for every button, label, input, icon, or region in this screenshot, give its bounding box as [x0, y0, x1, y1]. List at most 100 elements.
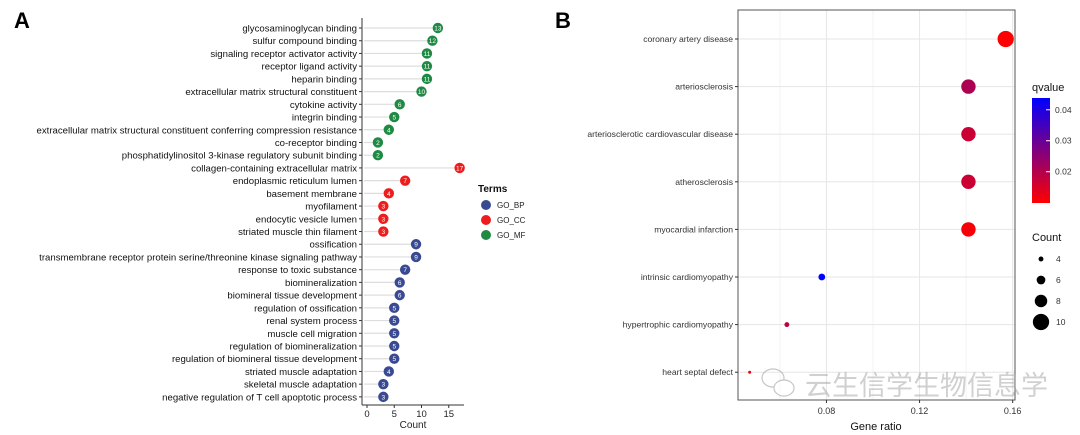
panel-a-label: A [14, 8, 30, 33]
term-label: phosphatidylinositol 3-kinase regulatory… [122, 151, 357, 162]
count-label: 13 [434, 26, 442, 33]
size-legend-key [1036, 275, 1046, 285]
panel-b-label: B [555, 8, 571, 33]
count-label: 3 [382, 204, 386, 211]
term-label: endocytic vesicle lumen [256, 214, 357, 225]
count-label: 6 [398, 293, 402, 300]
count-label: 5 [392, 331, 396, 338]
lollipop-dot [394, 99, 405, 110]
term-label: regulation of biomineral tissue developm… [172, 354, 357, 365]
x-tick-label: 15 [443, 409, 454, 420]
x-axis-title: Gene ratio [850, 421, 901, 433]
term-label: biomineralization [285, 278, 357, 289]
lollipop-dot [394, 289, 405, 301]
plot-background [738, 10, 1015, 400]
count-label: 3 [382, 382, 386, 389]
term-label: response to toxic substance [238, 265, 357, 276]
term-label: heart septal defect [662, 367, 733, 377]
lollipop-dot [389, 111, 400, 123]
term-label: myocardial infarction [654, 224, 733, 234]
lollipop-dot [383, 366, 394, 377]
count-label: 9 [414, 242, 418, 249]
count-label: 5 [392, 344, 396, 351]
lollipop-dot [399, 264, 411, 275]
term-label: ossification [310, 240, 357, 251]
x-tick-label: 0.16 [1004, 406, 1022, 416]
color-bar-tick-label: 0.02 [1055, 167, 1072, 177]
wechat-icon [761, 368, 795, 397]
data-point [961, 222, 976, 237]
legend-key [481, 200, 491, 210]
count-label: 3 [382, 394, 386, 401]
data-point [784, 322, 790, 328]
count-label: 5 [392, 318, 396, 325]
lollipop-dot [410, 251, 422, 263]
count-label: 6 [398, 102, 402, 109]
legend-label: GO_MF [497, 231, 526, 240]
size-legend-key [1038, 256, 1044, 262]
term-label: negative regulation of T cell apoptotic … [162, 392, 357, 403]
color-bar-tick-label: 0.03 [1055, 136, 1072, 146]
legend-label: GO_BP [497, 201, 525, 210]
watermark-text: 云生信学生物信息学 [805, 371, 1048, 401]
term-label: receptor ligand activity [262, 62, 358, 73]
color-bar [1032, 98, 1050, 203]
count-label: 12 [429, 38, 437, 45]
watermark: 云生信学生物信息学 [761, 368, 1048, 401]
lollipop-dot [421, 73, 433, 85]
size-legend-key [1034, 294, 1048, 308]
count-label: 7 [403, 267, 407, 274]
term-label: endoplasmic reticulum lumen [233, 176, 357, 187]
count-label: 5 [392, 115, 396, 122]
term-label: renal system process [266, 316, 357, 327]
term-label: biomineral tissue development [227, 291, 357, 302]
lollipop-dot [389, 328, 400, 339]
term-label: skeletal muscle adaptation [244, 380, 357, 391]
size-legend-label: 10 [1056, 317, 1066, 327]
lollipop-dot [378, 378, 389, 390]
color-bar-tick-label: 0.04 [1055, 105, 1072, 115]
term-label: hypertrophic cardiomyopathy [623, 320, 734, 330]
term-label: co-receptor binding [275, 138, 357, 149]
count-label: 3 [382, 216, 386, 223]
term-label: basement membrane [266, 189, 357, 200]
legend-label: GO_CC [497, 216, 526, 225]
data-point [961, 127, 976, 142]
plot-border [737, 9, 1016, 401]
color-legend-title: qvalue [1032, 82, 1064, 94]
count-label: 5 [392, 305, 396, 312]
term-label: glycosaminoglycan binding [242, 24, 357, 35]
lollipop-dot [389, 302, 400, 314]
term-label: transmembrane receptor protein serine/th… [39, 252, 357, 263]
lollipop-dot [378, 213, 389, 224]
lollipop-dot [454, 162, 465, 174]
count-label: 17 [456, 165, 464, 172]
lollipop-dot [389, 353, 400, 364]
count-label: 2 [376, 140, 380, 147]
x-tick-label: 0.12 [911, 406, 929, 416]
data-point [961, 174, 976, 189]
legend-title: Terms [478, 184, 508, 195]
legend-key [481, 215, 491, 225]
data-point [748, 370, 752, 374]
lollipop-dot [389, 315, 400, 326]
x-axis-title: Count [400, 420, 427, 431]
count-label: 4 [387, 127, 391, 134]
x-tick-label: 10 [416, 409, 427, 420]
x-tick-label: 0 [364, 409, 369, 420]
size-legend-label: 4 [1056, 254, 1061, 264]
data-point [818, 273, 826, 281]
data-point [961, 79, 976, 94]
count-label: 7 [403, 178, 407, 185]
legend-key [481, 230, 491, 240]
lollipop-dot [432, 22, 444, 34]
size-legend-label: 8 [1056, 296, 1061, 306]
term-label: cytokine activity [290, 100, 357, 111]
lollipop-dot [372, 150, 384, 161]
lollipop-dot [389, 340, 400, 352]
term-label: arteriosclerosis [675, 82, 733, 92]
term-label: myofilament [305, 202, 357, 213]
term-label: sulfur compound binding [252, 36, 357, 47]
term-label: integrin binding [292, 113, 357, 124]
